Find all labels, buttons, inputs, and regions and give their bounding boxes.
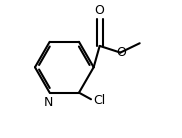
Text: Cl: Cl: [93, 94, 105, 107]
Text: O: O: [116, 46, 126, 59]
Text: O: O: [95, 4, 105, 17]
Text: N: N: [44, 96, 53, 109]
